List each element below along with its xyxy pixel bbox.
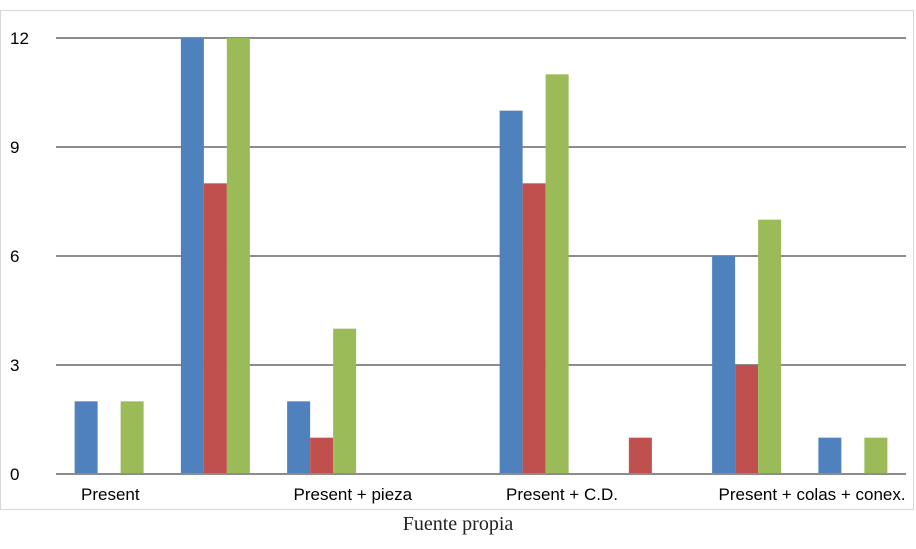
bar [712,256,736,474]
bar [120,401,144,474]
category-label: Present + pieza [294,485,413,504]
bar [499,110,523,475]
bar [864,437,888,474]
bar [545,74,569,474]
bar [203,183,227,475]
category-label: Present [81,485,140,504]
chart-caption: Fuente propia [402,513,514,535]
y-tick-label: 0 [10,465,19,484]
bar [818,437,842,474]
bar [226,38,250,474]
bar [522,183,546,475]
chart-frame [0,10,914,510]
bar [310,437,334,474]
bar-chart: 0 3 6 9 12 Present Present + pieza Present + C.… [10,29,906,504]
bar [735,365,759,474]
bar [180,38,204,474]
y-tick-label: 9 [10,138,19,157]
y-tick-label: 6 [10,247,19,266]
category-label: Present + colas + conex. [719,485,906,504]
bar [333,328,357,474]
category-label: Present + C.D. [506,485,618,504]
y-tick-label: 12 [10,29,29,48]
bar [628,437,652,474]
bar [758,219,782,474]
bar [287,401,311,474]
y-tick-label: 3 [10,356,19,375]
bar [74,401,98,474]
